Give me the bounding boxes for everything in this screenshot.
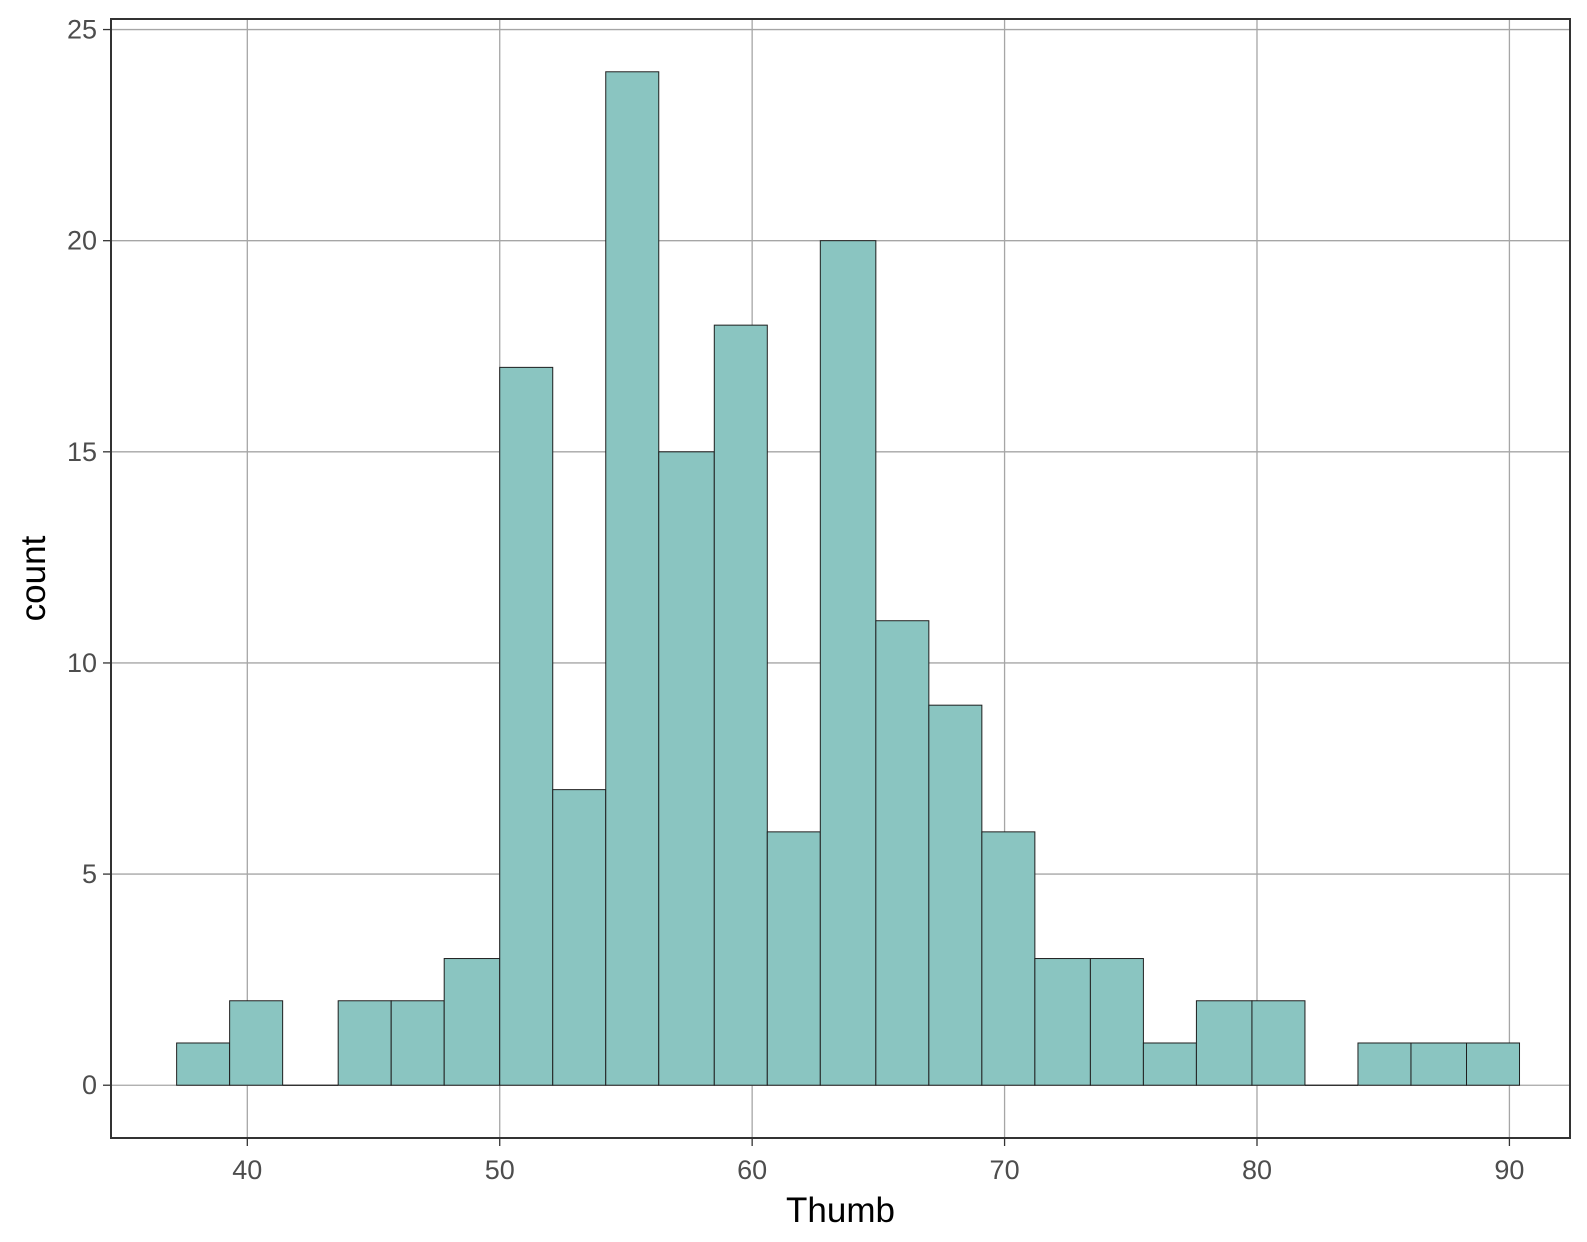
y-tick-label: 15 (67, 437, 97, 467)
histogram-bar-7 (552, 789, 607, 1086)
histogram-bar-10 (713, 324, 768, 1086)
histogram-bar-4 (390, 1000, 445, 1086)
histogram-bar-3 (337, 1000, 392, 1086)
histogram-bar-5 (443, 958, 501, 1086)
x-tick-label: 80 (1242, 1155, 1272, 1185)
y-tick-label: 20 (67, 226, 97, 256)
histogram-bar-9 (658, 451, 715, 1086)
histogram-bar-8 (605, 71, 660, 1086)
y-tick-label: 0 (82, 1070, 97, 1100)
histogram-bar-20 (1251, 1000, 1306, 1086)
y-axis-title: count (14, 535, 53, 621)
x-axis-tick-labels: 40 50 60 70 80 90 (232, 1155, 1524, 1185)
x-tick-label: 60 (737, 1155, 767, 1185)
x-tick-label: 40 (232, 1155, 262, 1185)
histogram-bar-17 (1089, 958, 1144, 1086)
histogram-bar-6 (499, 366, 554, 1086)
y-tick-label: 25 (67, 15, 97, 45)
axis-ticks (103, 28, 1511, 1146)
y-tick-label: 5 (82, 859, 97, 889)
plot-frame (110, 18, 1571, 1139)
histogram-bars (176, 71, 1521, 1086)
histogram-bar-0 (176, 1042, 231, 1086)
histogram-bar-11 (766, 831, 821, 1086)
histogram-bar-18 (1142, 1042, 1197, 1086)
histogram-bar-12 (819, 240, 877, 1086)
histogram-bar-13 (875, 620, 930, 1086)
histogram-bar-23 (1410, 1042, 1468, 1086)
histogram-bar-16 (1034, 958, 1091, 1086)
histogram-bar-24 (1466, 1042, 1521, 1086)
histogram-bar-22 (1357, 1042, 1412, 1086)
y-tick-label: 10 (67, 648, 97, 678)
x-tick-label: 90 (1494, 1155, 1524, 1185)
x-tick-label: 50 (485, 1155, 515, 1185)
x-tick-label: 70 (990, 1155, 1020, 1185)
histogram-bar-15 (981, 831, 1036, 1086)
histogram-bar-14 (928, 704, 983, 1086)
histogram-bar-1 (229, 1000, 284, 1086)
y-axis-tick-labels: 0 5 10 15 20 25 (67, 15, 97, 1101)
x-axis-title: Thumb (786, 1191, 895, 1230)
histogram-bar-19 (1195, 1000, 1253, 1086)
